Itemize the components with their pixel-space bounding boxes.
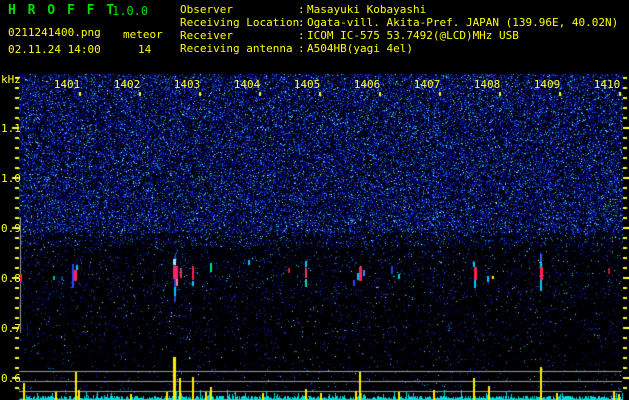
info-label: Receiver bbox=[180, 29, 233, 42]
y-axis-tick-label: 1.0 bbox=[1, 172, 21, 185]
x-axis-time-label: 1407 bbox=[413, 78, 441, 91]
output-filename: 0211241400.png bbox=[8, 26, 101, 39]
info-colon: : bbox=[298, 42, 305, 55]
y-axis-tick-label: 0.8 bbox=[1, 272, 21, 285]
app-version: 1.0.0 bbox=[112, 4, 149, 18]
echo-count: 14 bbox=[138, 43, 152, 56]
info-label: Receiving antenna bbox=[180, 42, 293, 55]
x-axis-time-label: 1409 bbox=[533, 78, 561, 91]
y-axis-tick-label: 0.7 bbox=[1, 322, 21, 335]
x-axis-time-label: 1410 bbox=[593, 78, 621, 91]
info-value: Ogata-vill. Akita-Pref. JAPAN (139.96E, … bbox=[307, 16, 619, 29]
info-label: Observer bbox=[180, 3, 233, 16]
x-axis-time-label: 1406 bbox=[353, 78, 381, 91]
info-row: Receiver: ICOM IC-575 53.7492(@LCD)MHz US… bbox=[180, 29, 618, 42]
y-axis-tick-label: 1.1 bbox=[1, 122, 21, 135]
info-row: Receiving Location: Ogata-vill. Akita-Pre… bbox=[180, 16, 618, 29]
y-axis-tick-label: 0.9 bbox=[1, 222, 21, 235]
app-title: H R O F F T bbox=[8, 3, 117, 18]
info-value: A504HB(yagi 4el) bbox=[307, 42, 413, 55]
y-axis-tick-label: 0.6 bbox=[1, 372, 21, 385]
x-axis-time-label: 1408 bbox=[473, 78, 501, 91]
info-colon: : bbox=[298, 3, 305, 16]
info-colon: : bbox=[298, 16, 305, 29]
x-axis-time-label: 1404 bbox=[233, 78, 261, 91]
x-axis-time-label: 1401 bbox=[53, 78, 81, 91]
info-row: Receiving antenna: A504HB(yagi 4el) bbox=[180, 42, 618, 55]
info-value: ICOM IC-575 53.7492(@LCD)MHz USB bbox=[307, 29, 519, 42]
info-colon: : bbox=[298, 29, 305, 42]
info-row: Observer: Masayuki Kobayashi bbox=[180, 3, 618, 16]
x-axis-time-label: 1403 bbox=[173, 78, 201, 91]
info-value: Masayuki Kobayashi bbox=[307, 3, 427, 16]
observation-datetime: 02.11.24 14:00 bbox=[8, 43, 101, 56]
y-axis-unit-label: kHz bbox=[1, 73, 21, 86]
observation-mode: meteor bbox=[123, 28, 163, 41]
info-label: Receiving Location bbox=[180, 16, 300, 29]
station-info: Observer: Masayuki Kobayashi Receiving Loc… bbox=[180, 3, 618, 55]
x-axis-time-label: 1405 bbox=[293, 78, 321, 91]
x-axis-time-label: 1402 bbox=[113, 78, 141, 91]
